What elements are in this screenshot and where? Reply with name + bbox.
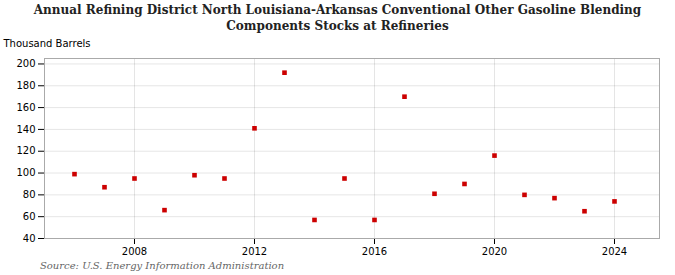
svg-text:2012: 2012 (242, 246, 267, 257)
svg-text:180: 180 (16, 80, 35, 91)
html-text:Source: U.S. Energy Informatio: Source: U.S. Energy Information Administ… (40, 260, 285, 272)
svg-text:40: 40 (23, 233, 36, 244)
svg-text:Thousand Barrels: Thousand Barrels (3, 38, 91, 49)
svg-text:2024: 2024 (602, 246, 627, 257)
svg-text:2016: 2016 (362, 246, 387, 257)
svg-text:2020: 2020 (482, 246, 507, 257)
svg-text:80: 80 (23, 189, 36, 200)
svg-text:60: 60 (23, 211, 36, 222)
svg-text:120: 120 (16, 146, 35, 157)
svg-text:200: 200 (16, 58, 35, 69)
svg-text:160: 160 (16, 102, 35, 113)
svg-text:2008: 2008 (122, 246, 147, 257)
html-text:Annual Refining District North: Annual Refining District North Louisiana… (33, 3, 642, 33)
svg-text:100: 100 (16, 167, 35, 178)
svg-text:140: 140 (16, 124, 35, 135)
